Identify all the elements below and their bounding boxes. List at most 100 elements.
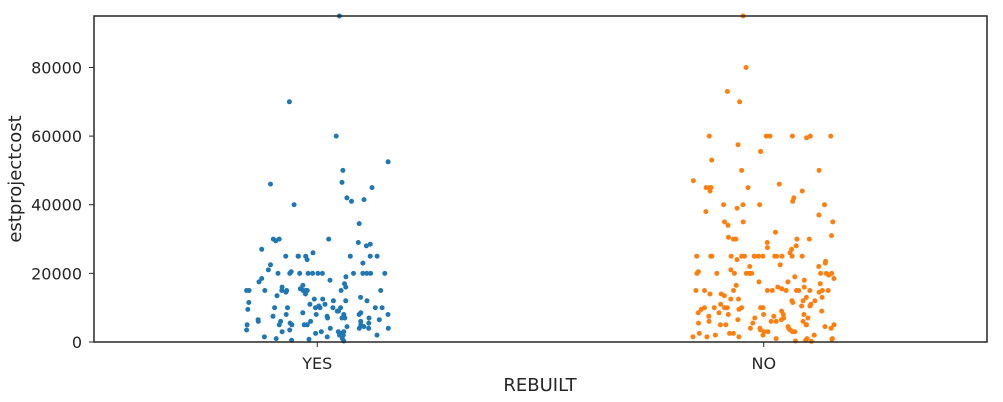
data-point xyxy=(828,133,834,139)
data-point xyxy=(800,298,806,304)
data-point xyxy=(736,296,741,302)
data-point xyxy=(283,312,289,317)
data-point xyxy=(259,276,265,281)
data-point xyxy=(792,329,798,335)
plot-frame xyxy=(93,15,988,343)
data-point xyxy=(721,202,727,208)
data-point xyxy=(694,270,700,276)
data-point xyxy=(695,310,701,316)
data-point xyxy=(259,246,265,252)
data-point xyxy=(311,296,317,302)
data-point xyxy=(300,310,306,316)
data-point xyxy=(702,288,707,293)
data-point xyxy=(276,322,282,328)
data-point xyxy=(344,195,350,201)
data-point xyxy=(326,236,332,242)
data-point xyxy=(245,306,251,312)
y-tick-label: 40000 xyxy=(31,196,82,215)
data-point xyxy=(765,329,771,335)
data-point xyxy=(757,202,763,208)
data-point xyxy=(724,89,730,94)
data-point xyxy=(256,279,262,285)
data-point xyxy=(779,286,785,292)
data-point xyxy=(779,253,785,259)
data-point xyxy=(698,306,704,312)
data-point xyxy=(743,65,749,70)
data-point xyxy=(794,288,799,293)
data-point xyxy=(343,284,349,290)
data-point xyxy=(790,300,796,305)
data-point xyxy=(730,236,736,242)
data-point xyxy=(789,133,795,139)
data-point xyxy=(776,181,782,187)
data-point xyxy=(778,317,784,323)
data-point xyxy=(822,324,828,330)
data-point xyxy=(313,305,318,311)
data-point xyxy=(763,133,769,139)
x-axis-label: REBUILT xyxy=(503,375,577,396)
data-point xyxy=(816,289,822,295)
data-point xyxy=(725,312,731,317)
data-point xyxy=(736,306,742,312)
data-point xyxy=(356,221,362,227)
data-point xyxy=(310,270,316,276)
data-point xyxy=(333,133,339,139)
data-point xyxy=(756,253,761,259)
data-point xyxy=(737,99,743,105)
data-point xyxy=(349,198,354,204)
data-point xyxy=(799,303,805,309)
data-point xyxy=(306,336,312,342)
data-point xyxy=(330,298,336,304)
data-point xyxy=(291,202,297,208)
data-point xyxy=(318,329,324,335)
data-point xyxy=(801,284,807,290)
data-point xyxy=(706,133,712,139)
data-point xyxy=(726,234,731,240)
data-point xyxy=(343,298,349,304)
data-point xyxy=(799,188,805,194)
data-point xyxy=(743,270,749,276)
data-point xyxy=(760,253,766,259)
data-point xyxy=(246,300,252,305)
data-point xyxy=(735,317,741,323)
data-point xyxy=(270,313,276,319)
data-point xyxy=(794,236,800,242)
data-point xyxy=(717,322,723,328)
data-point xyxy=(322,301,328,307)
data-point xyxy=(707,188,713,194)
data-point xyxy=(747,325,753,331)
data-point xyxy=(745,185,751,191)
data-point xyxy=(819,294,825,300)
data-point xyxy=(807,303,813,309)
data-point xyxy=(274,293,280,299)
data-point xyxy=(273,238,279,244)
data-point xyxy=(801,277,807,283)
y-tick-label: 80000 xyxy=(31,58,82,77)
data-point xyxy=(273,336,279,342)
data-point xyxy=(343,274,349,280)
data-point xyxy=(760,305,766,311)
data-point xyxy=(761,312,767,317)
data-point xyxy=(340,167,346,173)
data-point xyxy=(283,289,289,295)
data-point xyxy=(261,334,267,340)
data-point xyxy=(287,270,293,276)
data-point xyxy=(325,315,331,321)
data-point xyxy=(307,301,313,307)
data-point xyxy=(361,197,367,203)
data-point xyxy=(818,270,824,276)
data-point xyxy=(304,322,310,328)
data-point xyxy=(366,325,372,331)
data-point xyxy=(379,305,385,311)
data-point xyxy=(255,318,261,324)
data-point xyxy=(736,334,742,340)
data-point xyxy=(704,334,710,340)
data-point xyxy=(722,219,727,225)
data-point xyxy=(760,332,766,338)
data-point xyxy=(694,253,700,259)
data-point xyxy=(819,308,825,314)
data-point xyxy=(317,305,323,311)
data-point xyxy=(285,305,290,311)
data-point xyxy=(366,320,372,326)
